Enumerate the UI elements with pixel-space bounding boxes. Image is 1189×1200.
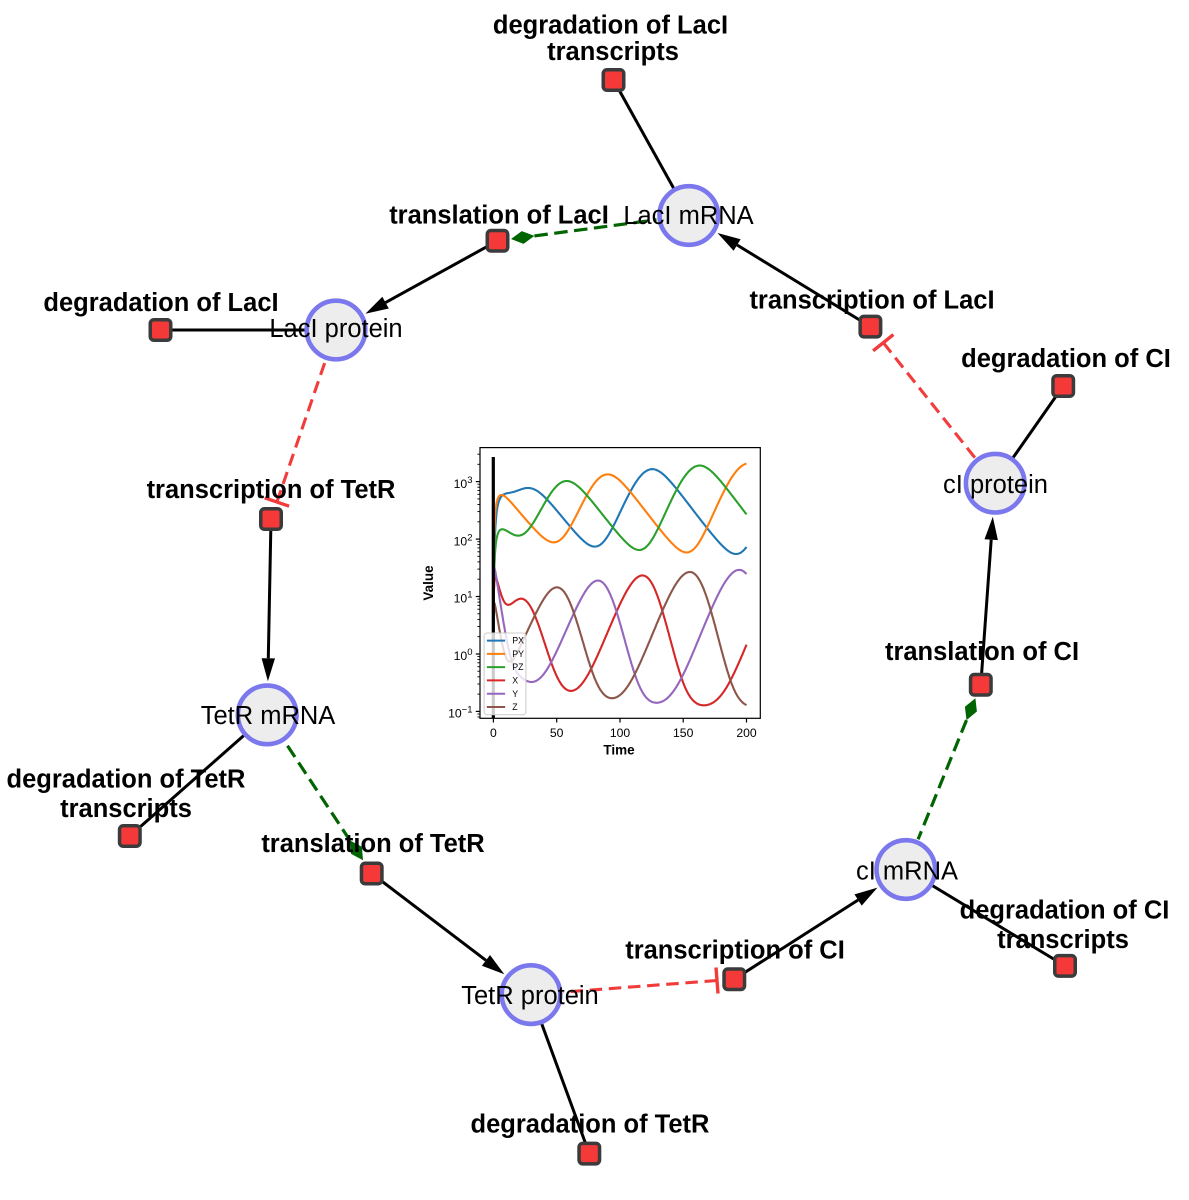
svg-text:transcripts: transcripts (997, 926, 1129, 954)
svg-text:translation of TetR: translation of TetR (261, 830, 484, 858)
svg-text:transcripts: transcripts (547, 38, 679, 66)
svg-text:LacI mRNA: LacI mRNA (623, 202, 753, 230)
svg-text:0: 0 (490, 726, 497, 740)
svg-text:150: 150 (673, 726, 694, 740)
svg-text:Time: Time (603, 742, 635, 757)
svg-text:degradation of LacI: degradation of LacI (43, 289, 278, 317)
svg-text:Y: Y (512, 689, 518, 699)
svg-text:transcription of CI: transcription of CI (625, 937, 845, 965)
svg-text:translation of CI: translation of CI (885, 638, 1079, 666)
svg-text:degradation of CI: degradation of CI (961, 345, 1171, 373)
svg-text:X: X (512, 676, 518, 686)
svg-text:degradation of TetR: degradation of TetR (471, 1111, 710, 1139)
svg-text:cI mRNA: cI mRNA (856, 858, 958, 886)
svg-text:Value: Value (421, 565, 436, 601)
svg-text:transcription of LacI: transcription of LacI (749, 286, 994, 314)
svg-text:degradation of LacI: degradation of LacI (493, 12, 728, 40)
svg-text:cI protein: cI protein (943, 471, 1048, 499)
svg-text:transcripts: transcripts (60, 795, 192, 823)
svg-text:TetR protein: TetR protein (461, 982, 599, 1010)
svg-text:TetR mRNA: TetR mRNA (201, 702, 336, 730)
svg-text:PY: PY (512, 649, 524, 659)
svg-text:transcription of TetR: transcription of TetR (147, 476, 396, 504)
svg-text:200: 200 (736, 726, 757, 740)
svg-text:degradation of TetR: degradation of TetR (7, 766, 246, 794)
svg-text:PX: PX (512, 636, 524, 646)
svg-text:50: 50 (550, 726, 564, 740)
svg-text:PZ: PZ (512, 662, 524, 672)
svg-text:100: 100 (610, 726, 631, 740)
svg-text:degradation of CI: degradation of CI (960, 896, 1170, 924)
svg-text:Z: Z (512, 702, 518, 712)
svg-text:translation of LacI: translation of LacI (389, 202, 609, 230)
svg-text:LacI protein: LacI protein (269, 315, 402, 343)
